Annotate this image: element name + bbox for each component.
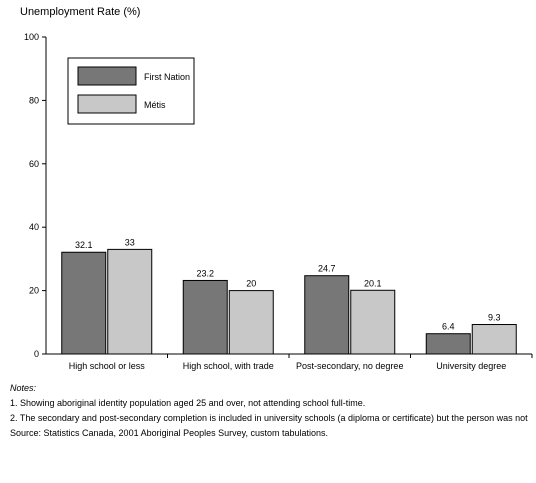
bar (61, 251, 107, 355)
category-label: High school, with trade (183, 361, 274, 371)
y-tick-label: 0 (34, 349, 39, 359)
unemployment-bar-chart: 0 20 40 60 80 100 High school or less 32.1 33 Hig… (24, 32, 533, 371)
data-label: 6.4 (442, 322, 455, 332)
data-label: 20 (246, 279, 256, 289)
y-tick-label: 60 (29, 159, 39, 169)
chart-notes: Notes: 1. Showing aboriginal identity po… (10, 381, 530, 441)
data-label: 24.7 (318, 264, 336, 274)
note-line: 2. The secondary and post-secondary comp… (10, 413, 530, 423)
notes-heading: Notes: (10, 383, 37, 393)
category-label: High school or less (69, 361, 146, 371)
bar (304, 275, 350, 355)
legend-label: Métis (144, 100, 166, 110)
y-tick-label: 100 (24, 32, 39, 42)
note-line: 1. Showing aboriginal identity populatio… (10, 398, 366, 408)
y-tick-label: 20 (29, 286, 39, 296)
data-label: 33 (125, 237, 135, 247)
bar (228, 290, 274, 355)
data-label: 20.1 (364, 278, 382, 288)
bar (350, 289, 396, 355)
legend-label: First Nation (144, 72, 190, 82)
data-label: 9.3 (488, 313, 501, 323)
y-tick-label: 80 (29, 95, 39, 105)
bar (107, 248, 153, 355)
y-axis-title: Unemployment Rate (%) (20, 6, 141, 18)
category-label: Post-secondary, no degree (296, 361, 403, 371)
note-line: Source: Statistics Canada, 2001 Aborigin… (10, 428, 329, 438)
bar (471, 324, 517, 355)
legend-swatch (77, 66, 137, 86)
bar (425, 333, 471, 355)
data-label: 23.2 (196, 268, 214, 278)
y-tick-label: 40 (29, 222, 39, 232)
data-label: 32.1 (75, 240, 93, 250)
bar (182, 279, 228, 355)
legend-swatch (77, 94, 137, 114)
category-label: University degree (436, 361, 506, 371)
